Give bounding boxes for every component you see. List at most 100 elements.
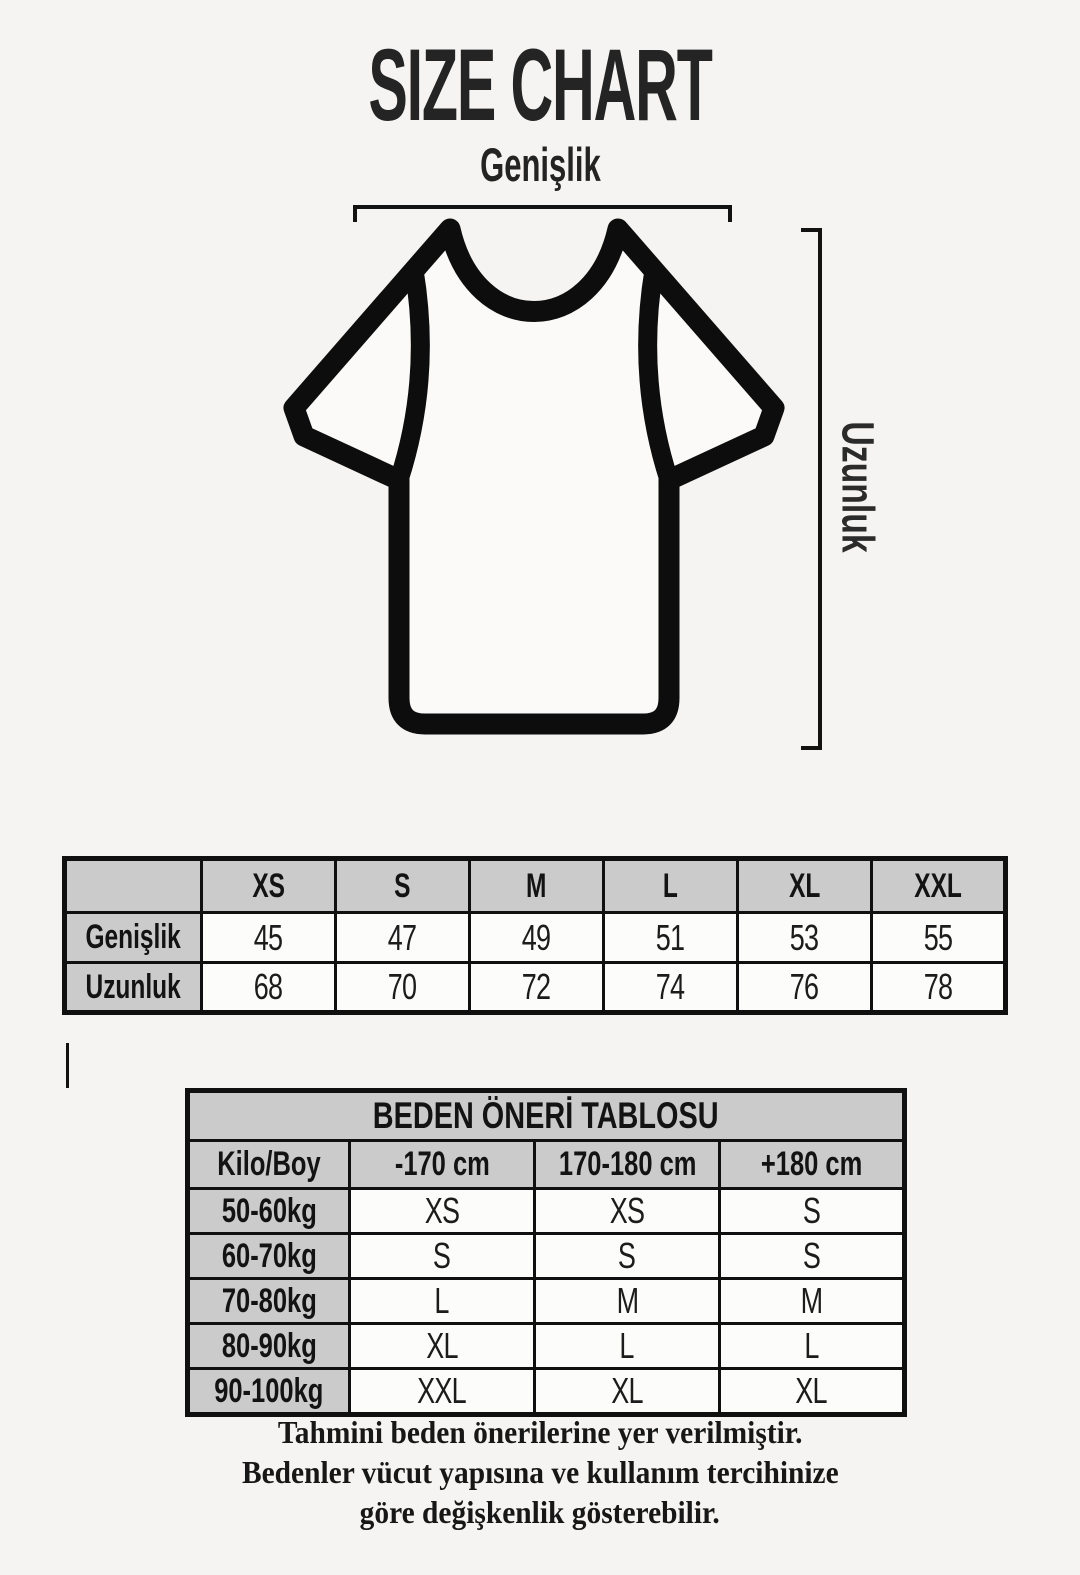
table-row: 70-80kg L M M	[186, 1277, 907, 1325]
value-cell: 68	[200, 961, 337, 1014]
weight-label-cell: 60-70kg	[186, 1232, 351, 1280]
width-label: Genişlik	[0, 141, 1080, 188]
col-header-text: XXL	[914, 866, 962, 905]
col-header-text: S	[394, 866, 411, 905]
value-cell: 53	[736, 911, 873, 964]
footer-line-text: Bedenler vücut yapısına ve kullanım terc…	[241, 1454, 839, 1490]
value-cell: 45	[200, 911, 337, 964]
size-col-header: M	[468, 857, 605, 914]
size-col-header: XL	[736, 857, 873, 914]
weight-label-cell: 90-100kg	[186, 1367, 351, 1416]
table-row: 60-70kg S S S	[186, 1232, 907, 1280]
value-cell: 74	[602, 961, 739, 1014]
value-text: XS	[609, 1190, 645, 1231]
row-label-text: Uzunluk	[85, 967, 182, 1006]
col-header-text: +180 cm	[760, 1145, 863, 1183]
value-text: 70	[388, 966, 417, 1007]
row-label-cell: Uzunluk	[63, 961, 203, 1014]
length-measure-bracket	[801, 228, 822, 750]
col-header-text: 170-180 cm	[558, 1145, 697, 1183]
col-header-text: -170 cm	[394, 1145, 490, 1183]
value-text: XL	[611, 1370, 643, 1412]
col-header-text: M	[526, 866, 547, 905]
value-text: S	[802, 1235, 821, 1276]
footer-line: göre değişkenlik gösterebilir.	[0, 1492, 1080, 1532]
length-label: Uzunluk	[832, 400, 884, 575]
value-cell: S	[717, 1187, 907, 1235]
row-label-text: 80-90kg	[221, 1326, 317, 1365]
value-text: 78	[923, 966, 953, 1007]
col-header-text: Kilo/Boy	[217, 1145, 321, 1183]
value-cell: 76	[736, 961, 873, 1014]
col-header-cell: -170 cm	[348, 1139, 536, 1190]
value-text: 76	[790, 966, 819, 1007]
value-text: M	[616, 1280, 639, 1321]
recommendation-title-text: BEDEN ÖNERİ TABLOSU	[373, 1095, 719, 1136]
value-cell: S	[717, 1232, 907, 1280]
value-text: XS	[424, 1190, 460, 1231]
page-title: SIZE CHART	[0, 34, 1080, 136]
size-col-header: XXL	[870, 857, 1007, 914]
weight-label-cell: 50-60kg	[186, 1187, 351, 1235]
value-cell: XXL	[348, 1367, 536, 1416]
weight-label-cell: 80-90kg	[186, 1322, 351, 1370]
value-text: XL	[795, 1370, 828, 1412]
value-text: 72	[522, 966, 551, 1007]
table-row-width: Genişlik 45 47 49 51 53 55	[63, 911, 1007, 964]
value-text: 53	[790, 916, 819, 958]
stray-mark	[66, 1043, 69, 1088]
value-text: S	[802, 1190, 821, 1231]
value-cell: L	[717, 1322, 907, 1370]
table-row: 90-100kg XXL XL XL	[186, 1367, 907, 1416]
width-label-text: Genişlik	[479, 138, 601, 191]
footer-line: Bedenler vücut yapısına ve kullanım terc…	[0, 1452, 1080, 1492]
col-header-cell: Kilo/Boy	[186, 1139, 351, 1190]
value-cell: M	[717, 1277, 907, 1325]
col-header-cell: +180 cm	[717, 1139, 907, 1190]
size-col-header: XS	[200, 857, 337, 914]
length-label-text: Uzunluk	[832, 421, 884, 553]
col-header-text: L	[663, 866, 678, 905]
value-cell: 70	[334, 961, 471, 1014]
size-col-header: L	[602, 857, 739, 914]
row-label-text: Genişlik	[85, 918, 182, 956]
width-measure-bracket	[353, 205, 732, 222]
size-table-header-row: XS S M L XL XXL	[63, 857, 1007, 914]
col-header-text: XS	[252, 866, 285, 905]
empty-corner-cell	[63, 857, 203, 914]
value-cell: L	[348, 1277, 536, 1325]
value-cell: S	[348, 1232, 536, 1280]
page-title-text: SIZE CHART	[368, 28, 713, 142]
tshirt-right-seam	[638, 260, 679, 490]
recommendation-header-row: Kilo/Boy -170 cm 170-180 cm +180 cm	[186, 1139, 907, 1190]
table-row: 50-60kg XS XS S	[186, 1187, 907, 1235]
value-text: 68	[254, 966, 283, 1007]
value-cell: 49	[468, 911, 605, 964]
size-table: XS S M L XL XXL Genişlik 45 47 49 51 53 …	[62, 856, 1008, 1015]
value-cell: 72	[468, 961, 605, 1014]
col-header-text: XL	[788, 866, 821, 905]
col-header-cell: 170-180 cm	[533, 1139, 721, 1190]
value-text: XL	[426, 1325, 458, 1366]
value-cell: 55	[870, 911, 1007, 964]
tshirt-left-seam	[389, 260, 430, 490]
value-text: L	[804, 1325, 819, 1366]
value-text: S	[618, 1235, 636, 1276]
value-text: 47	[388, 916, 417, 958]
footer-note: Tahmini beden önerilerine yer verilmişti…	[0, 1412, 1080, 1532]
table-row: 80-90kg XL L L	[186, 1322, 907, 1370]
footer-line: Tahmini beden önerilerine yer verilmişti…	[0, 1412, 1080, 1452]
value-cell: M	[533, 1277, 721, 1325]
footer-line-text: Tahmini beden önerilerine yer verilmişti…	[277, 1414, 803, 1450]
recommendation-title-row: BEDEN ÖNERİ TABLOSU	[185, 1089, 907, 1142]
value-text: 49	[522, 916, 551, 958]
value-cell: XL	[717, 1367, 907, 1416]
footer-line-text: göre değişkenlik gösterebilir.	[359, 1494, 721, 1530]
value-cell: 47	[334, 911, 471, 964]
value-text: L	[619, 1325, 635, 1366]
value-text: S	[433, 1235, 451, 1276]
tshirt-body-path	[283, 218, 785, 735]
weight-label-cell: 70-80kg	[186, 1277, 351, 1325]
value-cell: 51	[602, 911, 739, 964]
